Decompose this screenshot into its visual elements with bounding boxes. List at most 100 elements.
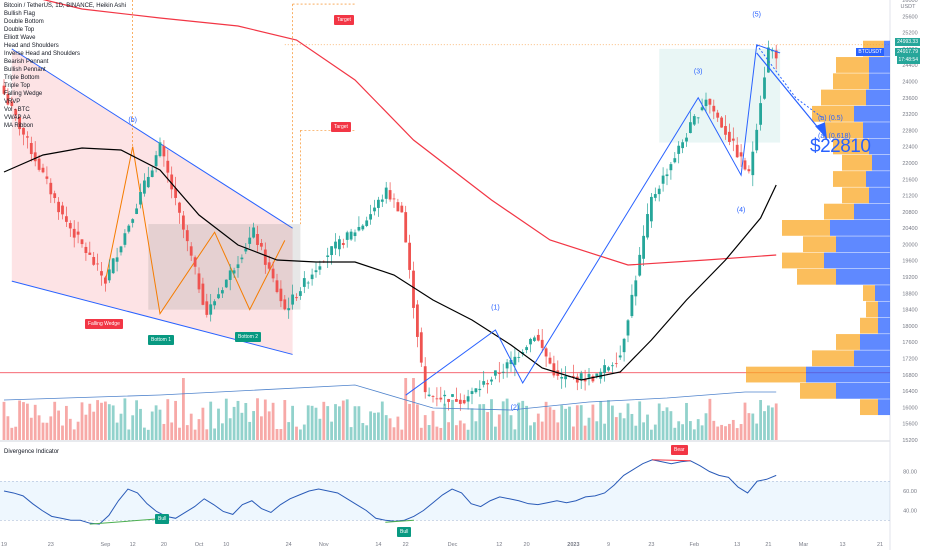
volume-bar [380, 401, 384, 440]
legend-item[interactable]: Bullish Flag [4, 11, 36, 17]
candle [731, 127, 735, 152]
legend-item[interactable]: Vol - BTC [4, 107, 30, 113]
vp-bar-up [875, 285, 890, 301]
volume-bar [747, 413, 751, 440]
price-tick-label: 17600 [902, 340, 917, 346]
candle [497, 361, 501, 383]
volume-bar [217, 408, 220, 440]
candle [552, 355, 556, 378]
volume-bar [76, 421, 80, 440]
vp-bar-down [836, 334, 860, 350]
volume-bar [244, 403, 248, 440]
candle [661, 167, 665, 192]
candle-body [404, 212, 408, 243]
candle [755, 123, 759, 154]
candle [275, 273, 279, 294]
candle [170, 166, 174, 199]
candle [22, 127, 25, 146]
volume-bar [193, 429, 197, 440]
legend-item[interactable]: Triple Bottom [4, 75, 40, 81]
legend-item[interactable]: VRVP [4, 99, 21, 105]
volume-bar [33, 404, 37, 440]
time-tick-label: Dec [448, 542, 458, 548]
indicator-legend: Bitcoin / TetherUS, 1D, BINANCE, Heikin … [4, 2, 126, 130]
volume-bar [263, 399, 267, 440]
candle-body [494, 370, 497, 376]
candle [673, 152, 677, 164]
price-tick-label: 20800 [902, 210, 917, 216]
volume-bar [162, 423, 166, 440]
volume-bar [751, 413, 755, 440]
candle-body [29, 142, 33, 155]
volume-bar [84, 414, 88, 440]
legend-item[interactable]: Head and Shoulders [4, 43, 59, 49]
volume-bar [618, 412, 622, 440]
legend-item[interactable]: Elliott Wave [4, 35, 36, 41]
volume-bar [462, 423, 466, 440]
candle-body [501, 371, 505, 373]
candle-body [365, 220, 369, 226]
legend-title[interactable]: Bitcoin / TetherUS, 1D, BINANCE, Heikin … [4, 3, 126, 9]
candle [657, 185, 661, 202]
volume-bar [540, 421, 544, 440]
candle [716, 109, 720, 122]
legend-item[interactable]: Inverse Head and Shoulders [4, 51, 81, 57]
candle-body [447, 399, 450, 402]
volume-bar [10, 427, 14, 440]
candle [119, 245, 123, 256]
candle [720, 115, 723, 128]
volume-bar [279, 429, 283, 440]
price-tick-label: 25600 [902, 14, 917, 20]
candle [470, 387, 474, 405]
candle-body [579, 373, 583, 380]
candle-body [33, 152, 37, 162]
legend-item[interactable]: MA Ribbon [4, 123, 34, 129]
candle [466, 389, 470, 410]
candle [302, 271, 306, 294]
volume-bar [575, 405, 579, 440]
candle [84, 242, 88, 261]
legend-item[interactable]: VWAP AA [4, 115, 31, 121]
volume-bar [716, 426, 720, 440]
symbol-badge: BTCUSDT [856, 48, 884, 56]
legend-item[interactable]: Triple Top [4, 83, 31, 89]
candle [185, 225, 189, 252]
candle [533, 335, 536, 343]
candle-body [299, 291, 302, 296]
candle-body [634, 280, 638, 297]
price-tick-label: 23600 [902, 96, 917, 102]
volume-bar [521, 400, 525, 440]
candle-body [260, 242, 263, 247]
vp-bar-down [812, 105, 854, 122]
divergence-title: Divergence Indicator [4, 449, 59, 455]
candle [341, 238, 345, 249]
candle [380, 194, 384, 208]
volume-bar [123, 398, 127, 440]
candle-body [224, 279, 228, 288]
legend-item[interactable]: Double Top [4, 27, 35, 33]
volume-bar [451, 399, 454, 440]
time-tick-label: 24 [286, 542, 292, 548]
candle [634, 275, 638, 306]
legend-item[interactable]: Bullish Pennant [4, 67, 46, 73]
volume-bar [416, 404, 419, 440]
candle [88, 241, 92, 255]
candle-body [197, 273, 201, 290]
candle [564, 366, 567, 388]
candle-body [614, 363, 618, 365]
candle-body [119, 246, 123, 253]
candle [236, 256, 240, 278]
divergence-tick-label: 60.00 [903, 489, 917, 495]
legend-item[interactable]: Bearish Pennant [4, 59, 49, 65]
candle [37, 154, 41, 172]
candle [509, 351, 513, 372]
last-high-badge: 24993.33 [895, 38, 920, 46]
legend-item[interactable]: Double Bottom [4, 19, 44, 25]
volume-bar [677, 421, 681, 440]
volume-bar [68, 418, 72, 440]
volume-bar [661, 410, 665, 440]
volume-bar [634, 425, 638, 440]
legend-item[interactable]: Falling Wedge [4, 91, 43, 97]
volume-bar [369, 411, 372, 440]
